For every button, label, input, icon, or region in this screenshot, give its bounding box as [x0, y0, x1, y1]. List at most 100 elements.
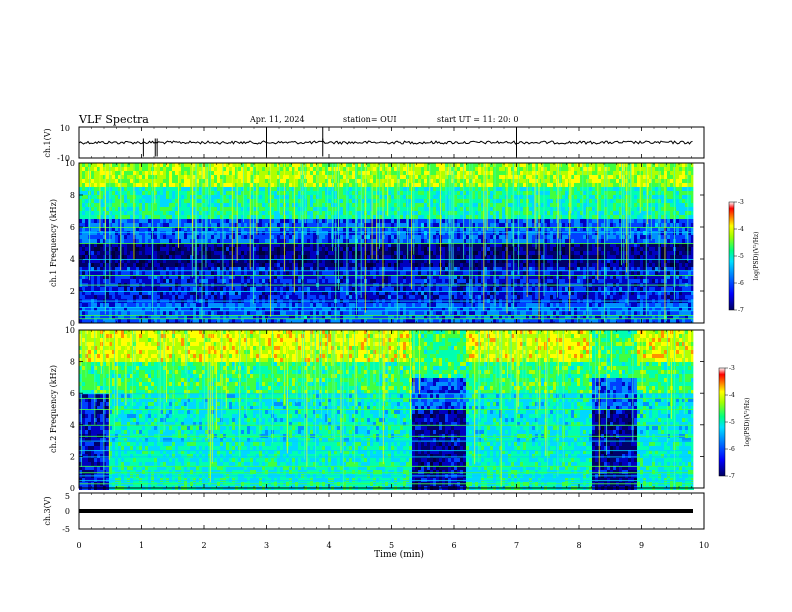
spectrogram-cell [229, 291, 232, 295]
spectrogram-cell [250, 239, 253, 243]
spectrogram-cell [295, 287, 298, 291]
spectrogram-cell [241, 231, 244, 235]
spectrogram-cell [310, 163, 313, 167]
spectrogram-cell [199, 291, 202, 295]
spectrogram-cell [415, 211, 418, 215]
spectrogram-cell [382, 167, 385, 171]
spectrogram-cell [220, 295, 223, 299]
spectrogram-cell [286, 243, 289, 247]
spectrogram-cell [442, 267, 445, 271]
spectrogram-cell [220, 263, 223, 267]
spectrogram-cell [220, 219, 223, 223]
spectrogram-cell [313, 163, 316, 167]
spectrogram-cell [370, 215, 373, 219]
spectrogram-cell [94, 227, 97, 231]
spectrogram-cell [415, 207, 418, 211]
spectrogram-cell [274, 219, 277, 223]
spectrogram-cell [178, 275, 181, 279]
spectrogram-cell [175, 223, 178, 227]
spectrogram-cell [361, 239, 364, 243]
spectrogram-cell [247, 243, 250, 247]
spectrogram-cell [421, 167, 424, 171]
spectrogram-cell [232, 295, 235, 299]
spectrogram-cell [133, 203, 136, 207]
spectrogram-cell [79, 207, 82, 211]
spectrogram-cell [190, 295, 193, 299]
spectrogram-cell [367, 267, 370, 271]
spectrogram-cell [367, 231, 370, 235]
spectrogram-cell [256, 203, 259, 207]
spectrogram-cell [124, 203, 127, 207]
spectrogram-cell [376, 175, 379, 179]
spectrogram-cell [154, 307, 157, 311]
spectrogram-cell [136, 295, 139, 299]
spectrogram-cell [418, 271, 421, 275]
spectrogram-cell [376, 251, 379, 255]
spectrogram-cell [100, 219, 103, 223]
spectrogram-cell [160, 231, 163, 235]
spectrogram-cell [91, 167, 94, 171]
spectrogram-cell [121, 263, 124, 267]
spectrogram-cell [193, 227, 196, 231]
spectrogram-cell [142, 307, 145, 311]
spectrogram-cell [148, 251, 151, 255]
spectrogram-cell [208, 247, 211, 251]
spectrogram-cell [235, 179, 238, 183]
spectrogram-cell [94, 167, 97, 171]
spectrogram-cell [100, 255, 103, 259]
spectrogram-cell [379, 235, 382, 239]
spectrogram-cell [271, 291, 274, 295]
spectrogram-cell [430, 319, 433, 323]
spectrogram-cell [268, 267, 271, 271]
spectrogram-cell [115, 235, 118, 239]
spectrogram-cell [247, 163, 250, 167]
spectrogram-cell [343, 199, 346, 203]
spectrogram-cell [142, 271, 145, 275]
spectrogram-cell [235, 215, 238, 219]
spectrogram-cell [139, 307, 142, 311]
spectrogram-cell [400, 239, 403, 243]
spectrogram-cell [280, 295, 283, 299]
spectrogram-cell [205, 311, 208, 315]
spectrogram-cell [253, 203, 256, 207]
spectrogram-cell [172, 275, 175, 279]
spectrogram-cell [256, 227, 259, 231]
spectrogram-cell [247, 303, 250, 307]
spectrogram-cell [118, 207, 121, 211]
spectrogram-cell [172, 307, 175, 311]
spectrogram-cell [310, 263, 313, 267]
spectrogram-cell [382, 255, 385, 259]
spectrogram-cell [130, 215, 133, 219]
spectrogram-cell [136, 247, 139, 251]
spectrogram-cell [100, 287, 103, 291]
spectrogram-cell [124, 183, 127, 187]
spectrogram-cell [346, 231, 349, 235]
spectrogram-cell [250, 279, 253, 283]
spectrogram-cell [331, 251, 334, 255]
spectrogram-cell [307, 195, 310, 199]
spectrogram-cell [115, 243, 118, 247]
spectrogram-cell [352, 239, 355, 243]
spectrogram-cell [244, 187, 247, 191]
spectrogram-cell [343, 311, 346, 315]
spectrogram-cell [244, 303, 247, 307]
spectrogram-cell [130, 271, 133, 275]
spectrogram-cell [397, 199, 400, 203]
spectrogram-cell [238, 271, 241, 275]
spectrogram-cell [409, 179, 412, 183]
spectrogram-cell [319, 163, 322, 167]
spectrogram-cell [298, 207, 301, 211]
spectrogram-cell [298, 243, 301, 247]
spectrogram-cell [196, 315, 199, 319]
spectrogram-cell [370, 183, 373, 187]
spectrogram-cell [304, 275, 307, 279]
spectrogram-cell [409, 187, 412, 191]
spectrogram-cell [160, 207, 163, 211]
spectrogram-cell [340, 287, 343, 291]
spectrogram-cell [121, 247, 124, 251]
spectrogram-cell [289, 271, 292, 275]
spectrogram-cell [79, 271, 82, 275]
spectrogram-cell [106, 319, 109, 323]
spectrogram-cell [283, 287, 286, 291]
spectrogram-cell [397, 243, 400, 247]
